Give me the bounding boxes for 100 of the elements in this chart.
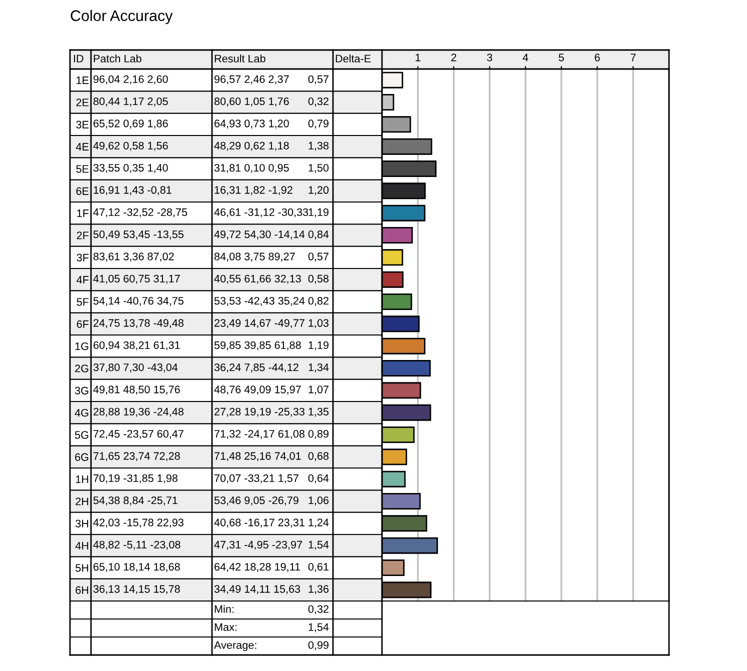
text: Max: [214,623,236,631]
y-tick-label: 4G [74,408,88,417]
y-tick-label: 6G [75,453,88,461]
text: 48,29 0,62 1,18 [214,142,289,151]
text: 36,13 14,15 15,78 [93,585,180,594]
y-tick-label: 6F [76,320,89,328]
y-tick-label: 6E [76,187,89,195]
data-label: 1,35 [308,408,329,417]
text: 54,14 -40,76 34,75 [93,296,184,306]
text: 24,75 13,78 -49,48 [94,319,184,328]
text: 1,54 [308,623,329,632]
text: 71,48 25,16 74,01 [214,452,301,462]
y-tick-label: 2E [76,98,89,106]
y-tick-label: 4F [76,276,89,284]
y-tick-label: 5H [76,564,88,572]
data-label: 0,32 [308,97,328,106]
x2-tick-label: 6 [594,54,600,62]
text: 65,52 0,69 1,86 [94,120,168,129]
text: 41,05 60,75 31,17 [93,274,180,284]
x2-tick-label: 2 [451,54,456,62]
data-label: 1,54 [308,540,329,550]
text: 42,03 -15,78 22,93 [93,518,184,528]
data-label: 1,06 [308,496,329,506]
y-tick-label: 3G [74,386,88,394]
text: 84,08 3,75 89,27 [214,252,295,262]
data-label: 0,89 [308,430,328,439]
text: 64,42 18,28 19,11 [214,562,300,572]
y-tick-label: 3F [76,254,89,262]
text: Average: [214,641,256,652]
text: 47,12 -32,52 -28,75 [93,208,188,218]
text: 59,85 39,85 61,88 [214,341,301,350]
text: 72,45 -23,57 60,47 [94,430,184,439]
text: 37,80 7,30 -43,04 [93,363,178,372]
x2-tick-label: 7 [630,54,636,62]
text: 48,82 -5,11 -23,08 [93,540,180,550]
x2-tick-label: 3 [487,54,492,62]
y-tick-label: 5E [76,165,89,173]
text: 60,94 38,21 61,31 [94,341,180,350]
y-tick-label: 4H [75,542,88,550]
text: 28,88 19,36 -24,48 [94,408,184,417]
text: 0,99 [308,641,328,650]
text: 96,04 2,16 2,60 [94,75,168,84]
text: 80,44 1,17 2,05 [93,97,168,106]
text: 49,81 48,50 15,76 [93,386,180,395]
data-label: 1,50 [308,164,329,173]
y-tick-label: 5F [76,298,89,306]
y-tick-label: 1H [76,476,88,484]
text: 80,60 1,05 1,76 [214,97,289,106]
text: 47,31 -4,95 -23,97 [214,540,302,550]
text: 48,76 49,09 15,97 [214,386,301,395]
y-tick-label: 3H [76,520,88,528]
data-label: 1,19 [308,208,328,218]
data-label: 1,38 [308,142,329,151]
data-label: 1,36 [308,585,329,594]
data-label: 1,34 [308,363,329,372]
text: 49,62 0,58 1,56 [93,142,168,151]
data-label: 1,19 [308,341,328,350]
text: 70,07 -33,21 1,57 [214,474,298,484]
text: 31,81 0,10 0,95 [214,164,289,173]
text: 71,32 -24,17 61,08 [214,430,304,439]
text: 53,53 -42,43 35,24 [214,296,305,306]
text: 46,61 -31,12 -30,33 [214,208,308,218]
data-label: 0,57 [308,252,328,262]
data-label: 0,79 [308,120,328,129]
text: 70,19 -31,85 1,98 [94,474,178,484]
data-label: 0,58 [308,274,329,284]
y-tick-label: 2G [75,364,88,372]
data-label: 0,61 [308,562,328,572]
text: 16,91 1,43 -0,81 [94,186,172,196]
y-tick-label: 1E [76,76,89,84]
text: 40,68 -16,17 23,31 [214,518,304,528]
x2-tick-label: 5 [558,54,564,62]
text: Color Accuracy [70,10,173,24]
text: 40,55 61,66 32,13 [214,274,301,284]
text: Min: [214,604,234,613]
text: 23,49 14,67 -49,77 [214,319,304,328]
text: 96,57 2,46 2,37 [214,75,289,84]
text: 16,31 1,82 -1,92 [214,186,292,196]
y-tick-label: 6H [76,586,88,594]
text: Result Lab [214,54,266,62]
y-tick-label: 4E [76,143,89,151]
text: 33,55 0,35 1,40 [93,164,168,173]
data-label: 1,07 [308,386,328,395]
text: 0,32 [308,605,328,614]
text: 27,28 19,19 -25,33 [214,408,304,417]
data-label: 0,82 [308,296,328,306]
y-tick-label: 2H [76,498,88,506]
text: 36,24 7,85 -44,12 [214,363,298,372]
text: 34,49 14,11 15,63 [214,585,300,594]
x2-tick-label: 1 [416,54,420,62]
y-tick-label: 5G [74,431,88,439]
text: 53,46 9,05 -26,79 [214,496,298,506]
text: 71,65 23,74 72,28 [94,452,180,462]
text: 83,61 3,36 87,02 [93,252,174,262]
text: 54,38 8,84 -25,71 [93,496,178,506]
text: 64,93 0,73 1,20 [214,120,289,129]
data-label: 1,20 [308,186,329,196]
data-label: 0,68 [308,452,329,462]
x2-tick-label: 4 [522,54,528,62]
text: 49,72 54,30 -14,14 [214,230,305,240]
